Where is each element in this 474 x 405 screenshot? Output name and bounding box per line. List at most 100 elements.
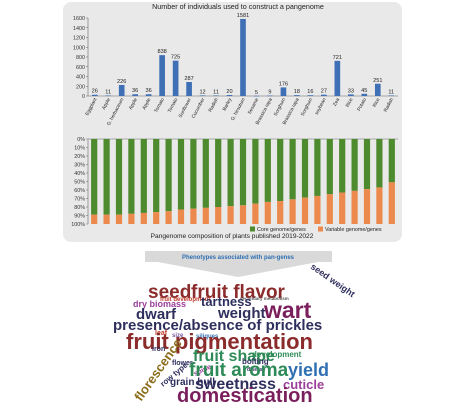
- chart1-x-tick-label: Apple: [128, 97, 139, 111]
- chart2-variable-bar: [202, 207, 209, 224]
- chart1-data-label: 12: [199, 89, 205, 95]
- word-cloud-term: fruit aroma: [189, 360, 289, 381]
- chart1-x-tick-label: Barley: [222, 97, 234, 112]
- chart2-variable-bar: [215, 207, 222, 224]
- chart1-bar: [361, 93, 368, 96]
- chart1-bar: [186, 82, 192, 96]
- chart2-core-bar: [339, 139, 346, 193]
- chart2-core-bar: [128, 139, 135, 214]
- chart2-core-bar: [215, 139, 222, 207]
- chart1-bar: [132, 94, 139, 96]
- chart1-bar: [91, 94, 98, 96]
- word-cloud-term: sweetness: [195, 376, 276, 393]
- chart1-y-tick-label: 1400: [73, 26, 85, 32]
- legend-variable-swatch: [318, 226, 323, 232]
- chart2-core-bar: [351, 139, 358, 191]
- chart1-y-tick-label: 0: [82, 94, 85, 100]
- chart2-core-bar: [165, 139, 172, 212]
- chart2-variable-bar: [326, 194, 333, 224]
- chart2-bars: [91, 139, 395, 224]
- chart2-variable-bar: [115, 214, 123, 224]
- chart1-bar: [213, 95, 219, 97]
- word-cloud-term: wart: [263, 297, 312, 323]
- chart2-core-bar: [103, 139, 110, 215]
- chart2-core-bar: [264, 139, 271, 202]
- chart2-variable-bar: [388, 182, 395, 224]
- chart1-y-tick-label: 800: [76, 55, 85, 61]
- chart1-data-label: 18: [294, 89, 300, 95]
- chart2-variable-bar: [227, 206, 234, 224]
- chart1-bar: [240, 18, 246, 96]
- chart2-core-bar: [277, 139, 284, 202]
- chart1-y-tick-label: 200: [76, 84, 85, 90]
- legend-core-label: Core genome/genes: [257, 227, 306, 233]
- word-cloud-term: fruit flavor: [191, 282, 286, 303]
- word-cloud-term: domestication: [177, 385, 313, 405]
- chart1-bar: [145, 94, 152, 96]
- chart1-x-tick-label: Apple: [101, 97, 112, 111]
- chart1-data-label: 33: [348, 88, 354, 94]
- chart2-y-tick-label: 60%: [74, 188, 85, 194]
- banner-arrow: [145, 251, 332, 277]
- word-cloud-term: grain hull: [170, 377, 215, 388]
- chart1-data-label: 26: [92, 89, 98, 95]
- word-cloud-term: seed weight: [309, 261, 357, 299]
- chart2-variable-bar: [289, 199, 296, 224]
- chart2-title: Pangenome composition of plants publishe…: [151, 233, 314, 240]
- chart2-y-tick-label: 30%: [74, 163, 85, 169]
- chart2-core-bar: [252, 139, 259, 204]
- chart1-bar: [280, 87, 287, 96]
- chart2-variable-bar: [351, 190, 358, 224]
- chart1-bar: [388, 95, 395, 97]
- chart2-variable-bar: [140, 212, 147, 224]
- chart1-y-tick-label: 1000: [73, 45, 85, 51]
- word-cloud-term: fruit shape: [193, 348, 275, 365]
- chart1-data-label: 287: [184, 76, 193, 82]
- chart2-variable-bar: [363, 189, 371, 224]
- chart2-variable-bar: [103, 214, 110, 224]
- chart1-data-label: 36: [132, 88, 138, 94]
- chart1-title: Number of individuals used to construct …: [152, 2, 324, 11]
- chart1-x-tick-label: Potato: [356, 97, 368, 112]
- chart2-core-bar: [388, 139, 395, 183]
- chart2-variable-bar: [252, 203, 259, 224]
- chart1-data-label: 838: [157, 49, 166, 55]
- chart1-y-tick-label: 400: [76, 75, 85, 81]
- chart1-data-label: 11: [388, 89, 394, 95]
- phenotype-word-cloud: seed fruit flavor seed weight fruit develop…: [113, 261, 357, 405]
- word-cloud-term: secondary metabolism: [240, 296, 289, 301]
- chart1-bar: [253, 95, 260, 97]
- chart2-core-bar: [363, 139, 371, 190]
- chart2-y-tick-label: 90%: [74, 214, 85, 220]
- word-cloud-term: disease: [247, 367, 266, 373]
- chart2-variable-bar: [314, 195, 321, 224]
- word-cloud-term: iron: [152, 346, 165, 353]
- chart2-y-tick-label: 80%: [74, 205, 85, 211]
- chart2-variable-bar: [190, 208, 197, 224]
- chart2-core-bar: [326, 139, 333, 195]
- chart2-y-tick-label: 40%: [74, 171, 85, 177]
- chart1-bar: [307, 95, 314, 96]
- chart2-core-bar: [314, 139, 321, 196]
- chart2-core-bar: [177, 139, 185, 210]
- chart2-core-bar: [301, 139, 309, 198]
- chart2-core-bar: [140, 139, 147, 213]
- chart1-bar: [347, 94, 354, 96]
- chart2-core-bar: [190, 139, 197, 209]
- chart1-bar: [172, 60, 179, 96]
- chart2-core-bar: [115, 139, 123, 215]
- word-cloud-term: seed: [148, 282, 191, 303]
- chart1-bar: [105, 95, 112, 97]
- chart2-variable-bar: [277, 201, 284, 224]
- word-cloud-term: cuticle: [283, 377, 324, 392]
- chart2-core-bar: [202, 139, 209, 208]
- chart1-data-label: 9: [268, 90, 271, 96]
- word-cloud-term: fruit pigmentation: [126, 329, 313, 354]
- word-cloud-term: fruit development: [160, 297, 210, 303]
- chart2-y-tick-label: 50%: [74, 180, 85, 186]
- word-cloud-term: dwarf: [136, 306, 177, 323]
- chart2-core-bar: [376, 139, 383, 188]
- chart1-bar: [321, 94, 327, 96]
- chart1-x-tick-label: Zea: [332, 97, 341, 107]
- chart2-variable-bar: [91, 214, 98, 224]
